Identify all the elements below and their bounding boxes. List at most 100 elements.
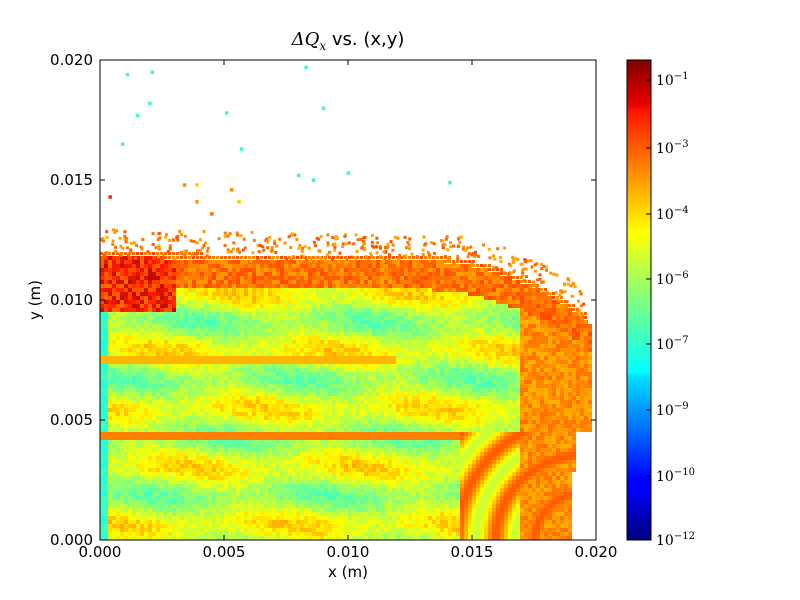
heatmap-cell [208, 288, 212, 292]
heatmap-cell [492, 348, 496, 352]
heatmap-cell [288, 396, 292, 400]
heatmap-cell [476, 296, 480, 300]
heatmap-cell [568, 368, 572, 372]
heatmap-cell [348, 352, 352, 356]
heatmap-cell [264, 336, 268, 340]
heatmap-cell [216, 360, 220, 364]
heatmap-cell [260, 352, 264, 356]
heatmap-cell [348, 316, 352, 320]
heatmap-cell [428, 408, 432, 412]
heatmap-cell [272, 360, 276, 364]
heatmap-cell [272, 288, 276, 292]
heatmap-cell [312, 328, 316, 332]
heatmap-cell [332, 400, 336, 404]
heatmap-cell [524, 328, 528, 332]
heatmap-cell [316, 348, 320, 352]
heatmap-cell [548, 392, 552, 396]
heatmap-cell [128, 332, 132, 336]
heatmap-cell [584, 324, 588, 328]
heatmap-cell [420, 336, 424, 340]
heatmap-cell [436, 260, 440, 264]
heatmap-cell [340, 332, 344, 336]
heatmap-cell [184, 416, 188, 420]
heatmap-cell [544, 404, 548, 408]
heatmap-cell [272, 400, 276, 404]
heatmap-cell [340, 404, 344, 408]
heatmap-cell [148, 376, 152, 380]
heatmap-cell [224, 280, 228, 284]
heatmap-cell [128, 344, 132, 348]
heatmap-cell [200, 264, 204, 268]
heatmap-cell [304, 348, 308, 352]
heatmap-cell [208, 308, 212, 312]
heatmap-cell [180, 280, 184, 284]
heatmap-cell [512, 412, 516, 416]
heatmap-cell [376, 348, 380, 352]
heatmap-cell [256, 332, 260, 336]
heatmap-cell [252, 316, 256, 320]
heatmap-cell [440, 256, 443, 259]
heatmap-cell [316, 412, 320, 416]
heatmap-cell [128, 420, 132, 424]
heatmap-cell [476, 368, 480, 372]
heatmap-cell [448, 328, 452, 332]
heatmap-cell [440, 372, 444, 376]
heatmap-cell [124, 344, 128, 348]
heatmap-cell [216, 388, 220, 392]
heatmap-cell [148, 276, 152, 280]
heatmap-cell [252, 296, 256, 300]
heatmap-cell [416, 296, 420, 300]
heatmap-cell [536, 308, 540, 312]
heatmap-cell [564, 316, 568, 320]
heatmap-cell [120, 376, 124, 380]
heatmap-cell [512, 324, 516, 328]
heatmap-cell [200, 256, 203, 259]
heatmap-cell [276, 344, 280, 348]
heatmap-cell [252, 364, 256, 368]
heatmap-cell [572, 340, 576, 344]
heatmap-cell [224, 328, 228, 332]
heatmap-cell [100, 284, 104, 288]
heatmap-cell [404, 296, 408, 300]
heatmap-cell [540, 412, 544, 416]
heatmap-cell [128, 408, 132, 412]
heatmap-cell [352, 308, 356, 312]
heatmap-cell [316, 284, 320, 288]
heatmap-cell [188, 288, 192, 292]
heatmap-cell [356, 332, 360, 336]
heatmap-cell [492, 360, 496, 364]
heatmap-cell [368, 376, 372, 380]
heatmap-cell [140, 288, 144, 292]
heatmap-cell [368, 356, 372, 360]
heatmap-cell [340, 400, 344, 404]
heatmap-cell [284, 332, 288, 336]
heatmap-cell [112, 256, 116, 260]
heatmap-cell [304, 404, 308, 408]
heatmap-cell [424, 256, 427, 259]
heatmap-cell [300, 344, 304, 348]
heatmap-cell [104, 344, 108, 348]
heatmap-cell [124, 256, 128, 260]
heatmap-cell [572, 380, 576, 384]
heatmap-cell [168, 300, 172, 304]
heatmap-cell [392, 348, 396, 352]
heatmap-cell [340, 392, 344, 396]
heatmap-cell [400, 384, 404, 388]
heatmap-cell [316, 376, 320, 380]
heatmap-cell [400, 308, 404, 312]
heatmap-cell [400, 324, 404, 328]
heatmap-cell [520, 280, 523, 283]
heatmap-cell [232, 412, 236, 416]
heatmap-cell [252, 376, 256, 380]
heatmap-cell [228, 284, 232, 288]
heatmap-cell [508, 332, 512, 336]
heatmap-cell [240, 388, 244, 392]
heatmap-cell [104, 348, 108, 352]
heatmap-cell [292, 416, 296, 420]
heatmap-cell [348, 344, 352, 348]
heatmap-cell [408, 288, 412, 292]
heatmap-cell [244, 280, 248, 284]
heatmap-cell [176, 320, 180, 324]
heatmap-cell [416, 420, 420, 424]
heatmap-cell [464, 300, 468, 304]
